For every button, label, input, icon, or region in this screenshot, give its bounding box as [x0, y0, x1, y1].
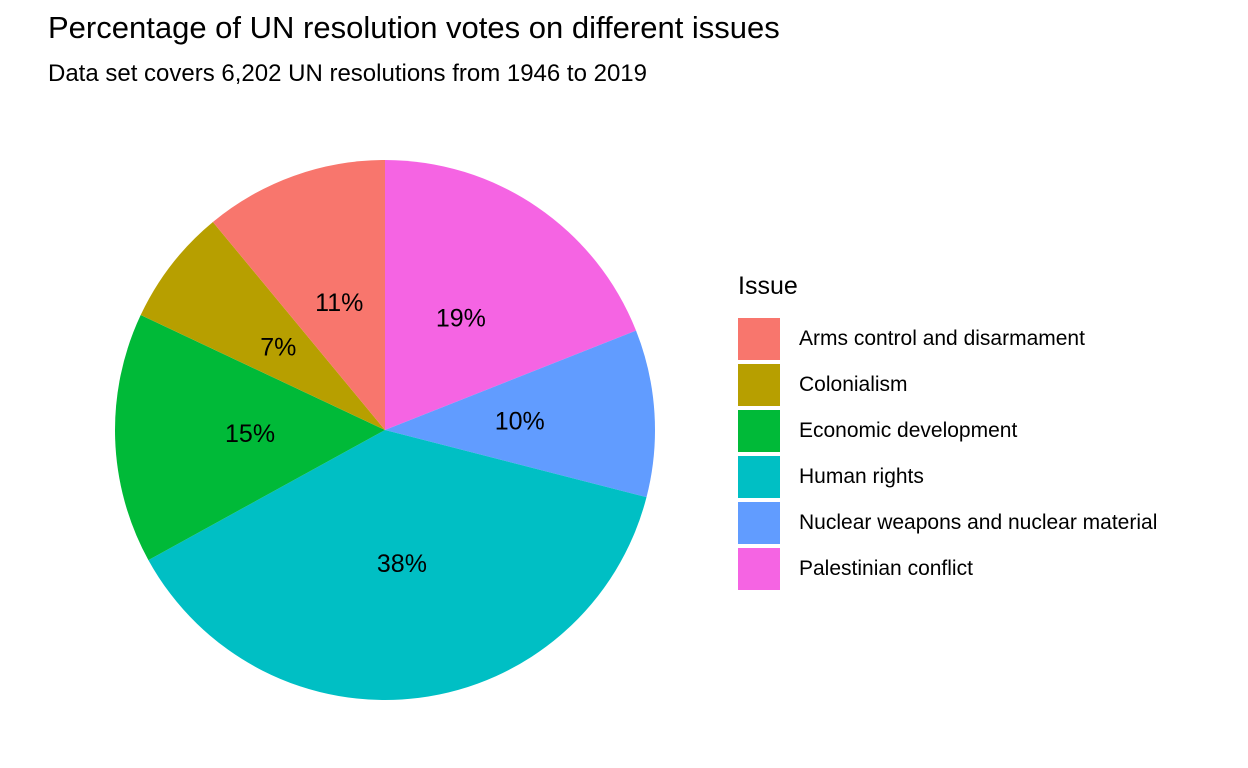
chart-title: Percentage of UN resolution votes on dif…	[48, 10, 780, 45]
legend-item-colonialism: Colonialism	[738, 362, 1157, 408]
pie-label-palestinian-conflict: 19%	[436, 304, 486, 332]
pie-slice-economic-development	[115, 315, 386, 561]
pie-label-arms-control-and-disarmament: 11%	[315, 289, 363, 317]
pie-slice-colonialism	[140, 221, 385, 430]
legend-label: Arms control and disarmament	[799, 327, 1085, 350]
legend-label: Human rights	[799, 465, 924, 488]
pie-slice-arms-control-and-disarmament	[212, 160, 385, 430]
legend-title: Issue	[738, 272, 798, 300]
legend-swatch	[738, 456, 780, 498]
pie-label-colonialism: 7%	[260, 333, 296, 361]
pie-slice-nuclear-weapons-and-nuclear-material	[385, 330, 655, 498]
chart-subtitle: Data set covers 6,202 UN resolutions fro…	[48, 60, 647, 87]
pie-slice-human-rights	[148, 430, 647, 700]
legend-label: Palestinian conflict	[799, 557, 973, 580]
legend-swatch	[738, 502, 780, 544]
legend-item-palestinian-conflict: Palestinian conflict	[738, 546, 1157, 592]
legend-item-human-rights: Human rights	[738, 454, 1157, 500]
legend-label: Economic development	[799, 419, 1018, 442]
legend-label: Colonialism	[799, 373, 908, 396]
legend-item-arms-control-and-disarmament: Arms control and disarmament	[738, 316, 1157, 362]
legend-swatch	[738, 410, 780, 452]
legend-swatch	[738, 318, 780, 360]
pie-label-nuclear-weapons-and-nuclear-material: 10%	[495, 408, 545, 436]
legend-item-economic-development: Economic development	[738, 408, 1157, 454]
legend-swatch	[738, 548, 780, 590]
legend-swatch	[738, 364, 780, 406]
pie-chart: 19% 10% 38% 15% 7% 11%	[115, 160, 655, 700]
legend: Issue Arms control and disarmament Coloni…	[738, 268, 1157, 592]
legend-label: Nuclear weapons and nuclear material	[799, 511, 1158, 534]
pie-label-economic-development: 15%	[225, 420, 275, 448]
legend-item-nuclear-weapons-and-nuclear-material: Nuclear weapons and nuclear material	[738, 500, 1157, 546]
pie-label-human-rights: 38%	[377, 550, 427, 578]
pie-slice-palestinian-conflict	[385, 160, 637, 430]
legend-items: Arms control and disarmament Colonialism E…	[738, 316, 1157, 592]
